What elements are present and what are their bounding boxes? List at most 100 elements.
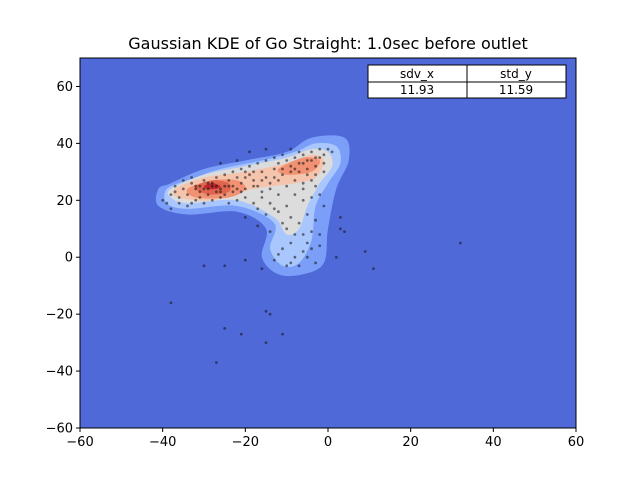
scatter-point-125 (260, 179, 264, 182)
x-tick-label: 60 (568, 435, 585, 450)
scatter-point-43 (206, 193, 210, 197)
scatter-point-155 (215, 361, 218, 364)
scatter-point-119 (231, 190, 235, 194)
scatter-point-27 (272, 167, 276, 171)
scatter-point-96 (281, 221, 284, 225)
scatter-point-39 (322, 153, 326, 157)
scatter-point-141 (334, 255, 338, 259)
scatter-point-94 (314, 184, 317, 188)
scatter-point-29 (281, 173, 284, 177)
scatter-point-150 (268, 312, 272, 316)
scatter-point-124 (252, 170, 256, 174)
scatter-point-5 (181, 187, 185, 191)
scatter-point-21 (248, 173, 251, 177)
scatter-point-4 (177, 196, 181, 199)
scatter-point-89 (314, 261, 317, 265)
scatter-point-128 (322, 161, 326, 165)
scatter-point-26 (268, 181, 272, 185)
table-header-sdv-x: sdv_x (400, 67, 434, 81)
scatter-point-108 (297, 170, 301, 174)
scatter-point-77 (301, 233, 305, 236)
density-contours (155, 135, 350, 277)
scatter-point-158 (256, 224, 260, 228)
scatter-point-74 (301, 198, 305, 202)
scatter-point-91 (310, 230, 313, 234)
scatter-point-127 (318, 156, 322, 160)
scatter-point-103 (252, 184, 256, 188)
scatter-point-18 (235, 176, 239, 179)
scatter-point-162 (190, 176, 194, 179)
scatter-point-40 (326, 147, 330, 151)
scatter-point-123 (243, 176, 247, 179)
scatter-point-107 (289, 170, 293, 174)
table-value-cell (466, 81, 567, 99)
scatter-point-66 (227, 201, 231, 205)
scatter-point-134 (248, 150, 251, 154)
scatter-point-45 (223, 173, 227, 177)
scatter-point-53 (297, 150, 301, 154)
scatter-point-17 (231, 184, 235, 188)
scatter-point-70 (194, 198, 198, 202)
y-tick-label: −60 (46, 422, 73, 437)
scatter-point-6 (186, 193, 189, 197)
scatter-point-35 (305, 159, 309, 162)
scatter-point-168 (314, 218, 317, 222)
x-tick-label: −40 (149, 435, 176, 450)
scatter-point-154 (264, 341, 268, 344)
scatter-point-157 (268, 230, 272, 234)
scatter-point-151 (223, 327, 227, 330)
scatter-point-83 (285, 264, 289, 268)
scatter-point-59 (285, 204, 289, 208)
scatter-point-126 (314, 164, 317, 168)
scatter-point-12 (210, 181, 214, 185)
scatter-point-58 (293, 193, 297, 197)
scatter-point-46 (239, 167, 243, 171)
scatter-point-110 (281, 167, 284, 171)
scatter-point-99 (256, 207, 260, 211)
y-tick-label: −20 (46, 308, 73, 323)
scatter-point-113 (202, 187, 206, 191)
scatter-point-78 (305, 241, 309, 245)
scatter-point-159 (243, 216, 247, 219)
scatter-point-163 (231, 170, 235, 174)
scatter-point-146 (202, 264, 206, 268)
scatter-point-7 (190, 181, 194, 185)
density-level-5-region-5 (277, 157, 320, 175)
scatter-point-121 (227, 184, 231, 188)
scatter-point-116 (198, 184, 202, 188)
scatter-point-85 (281, 247, 284, 251)
scatter-point-31 (289, 164, 293, 168)
scatter-point-13 (215, 184, 218, 188)
scatter-point-41 (190, 201, 194, 205)
scatter-point-56 (310, 179, 313, 182)
scatter-point-51 (281, 153, 284, 157)
scatter-point-122 (235, 187, 239, 191)
y-tick-label: 40 (56, 137, 73, 152)
scatter-point-140 (343, 230, 346, 234)
scatter-point-28 (277, 161, 280, 165)
scatter-point-64 (243, 196, 247, 199)
scatter-point-112 (210, 184, 214, 188)
x-axis: −60 −40 −20 0 20 40 60 (66, 428, 584, 450)
plot-area (80, 58, 576, 428)
scatter-point-23 (256, 184, 260, 188)
scatter-point-133 (330, 150, 334, 154)
scatter-point-65 (235, 198, 239, 202)
scatter-point-10 (202, 179, 206, 182)
scatter-point-135 (264, 147, 268, 151)
scatter-points (161, 147, 462, 364)
scatter-point-63 (252, 201, 256, 205)
scatter-point-48 (256, 161, 260, 165)
scatter-point-57 (301, 181, 305, 185)
x-tick-label: 0 (324, 435, 332, 450)
x-tick-label: −60 (66, 435, 93, 450)
table-header-std-y: std_y (500, 67, 532, 81)
scatter-point-149 (264, 309, 268, 313)
scatter-point-19 (239, 181, 243, 185)
scatter-point-69 (202, 201, 206, 205)
chart-title: Gaussian KDE of Go Straight: 1.0sec befo… (128, 34, 527, 53)
scatter-point-80 (301, 250, 305, 253)
scatter-point-88 (305, 255, 309, 259)
scatter-point-152 (239, 332, 243, 336)
